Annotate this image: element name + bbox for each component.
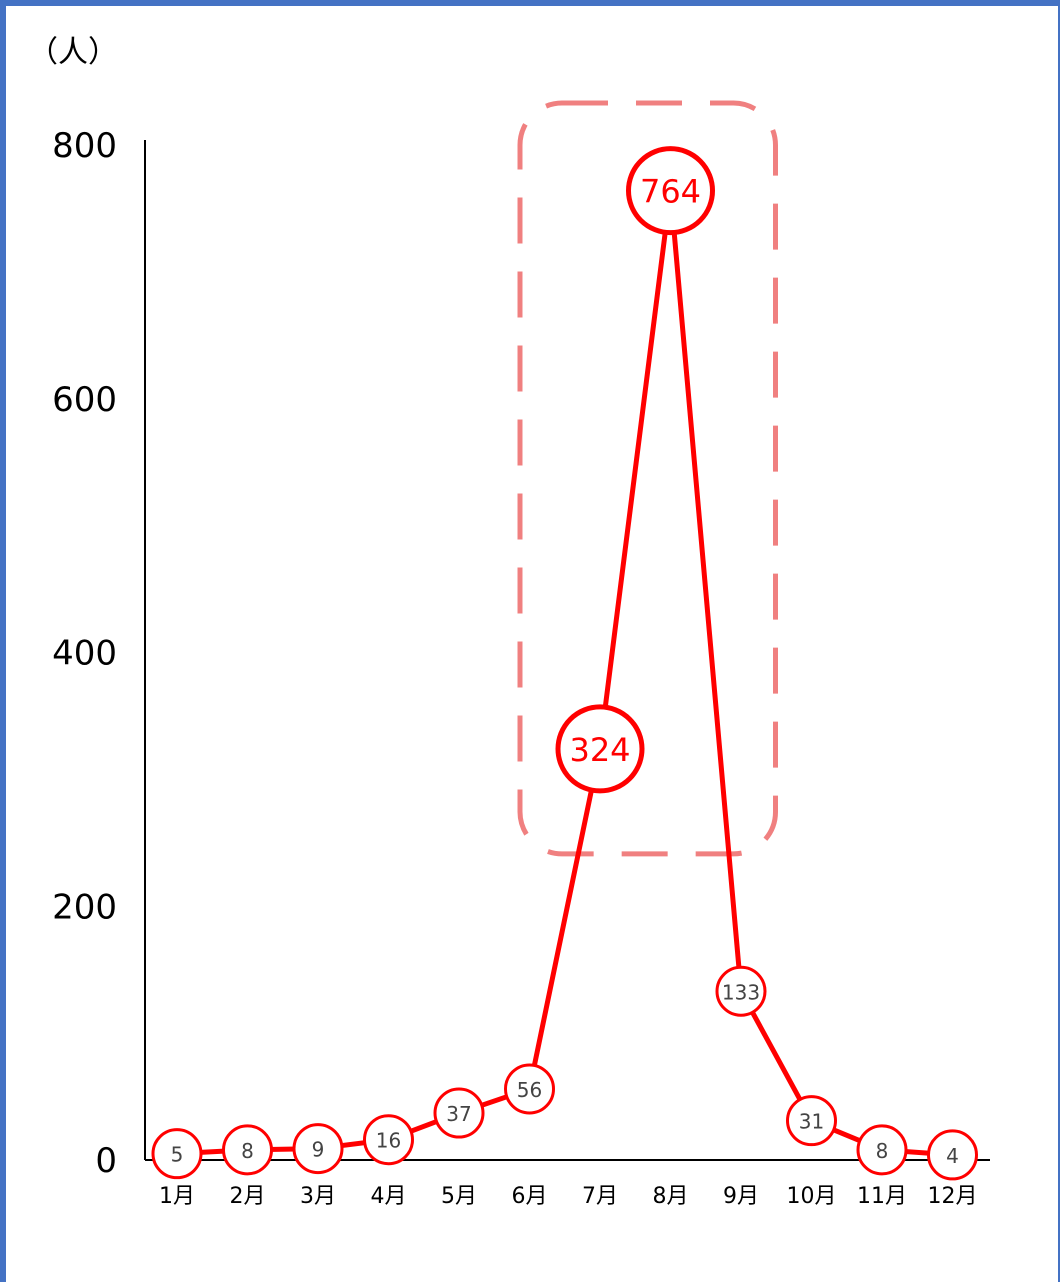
- x-axis-ticks: 1月 2月 3月 4月 5月 6月 7月 8月 9月 10月 11月 12月: [159, 1184, 978, 1209]
- y-tick-label: 600: [52, 380, 117, 420]
- y-unit-label: （人）: [28, 35, 118, 70]
- data-label: 16: [376, 1129, 401, 1153]
- data-point-marker: [927, 1129, 978, 1181]
- x-tick-label: 6月: [512, 1184, 548, 1209]
- data-point-marker: [292, 1123, 344, 1175]
- x-tick-label: 2月: [230, 1184, 266, 1209]
- x-tick-label: 12月: [928, 1184, 978, 1209]
- data-point-marker: [555, 704, 645, 794]
- y-tick-label: 400: [52, 634, 117, 674]
- data-points: 5 8 9 16 37 56 324 764 133 31 8 4: [151, 146, 978, 1181]
- data-point-marker: [786, 1095, 837, 1147]
- x-tick-label: 9月: [723, 1184, 759, 1209]
- data-label: 4: [946, 1144, 959, 1168]
- x-tick-label: 11月: [857, 1184, 907, 1209]
- data-point-marker: [151, 1128, 203, 1180]
- data-point-marker: [504, 1063, 555, 1115]
- x-tick-label: 8月: [653, 1184, 689, 1209]
- data-label: 31: [799, 1110, 824, 1134]
- y-tick-label: 0: [95, 1141, 117, 1181]
- data-point-marker: [856, 1124, 908, 1176]
- x-tick-label: 4月: [371, 1184, 407, 1209]
- series-line-group: [176, 188, 953, 1158]
- data-point-marker: [222, 1124, 273, 1176]
- data-point-marker: [433, 1087, 485, 1139]
- y-axis-ticks: 0 200 400 600 800: [52, 126, 117, 1181]
- x-tick-label: 10月: [787, 1184, 837, 1209]
- highlight-box: [517, 100, 778, 857]
- y-tick-label: 800: [52, 126, 117, 166]
- data-label: 37: [446, 1102, 471, 1126]
- data-label: 5: [171, 1143, 184, 1167]
- data-label: 8: [241, 1139, 254, 1163]
- data-label: 133: [722, 980, 760, 1004]
- series-line: [176, 188, 953, 1158]
- x-tick-label: 3月: [300, 1184, 336, 1209]
- x-tick-label: 7月: [582, 1184, 618, 1209]
- data-label: 8: [876, 1139, 889, 1163]
- data-label: 9: [312, 1138, 325, 1162]
- data-point-marker: [363, 1114, 414, 1166]
- y-tick-label: 200: [52, 887, 117, 927]
- x-tick-label: 1月: [159, 1184, 195, 1209]
- data-label: 764: [640, 173, 701, 211]
- data-label: 324: [569, 731, 630, 769]
- data-point-marker: [626, 146, 715, 236]
- x-tick-label: 5月: [441, 1184, 477, 1209]
- data-label: 56: [517, 1078, 542, 1102]
- data-point-marker: [715, 965, 767, 1017]
